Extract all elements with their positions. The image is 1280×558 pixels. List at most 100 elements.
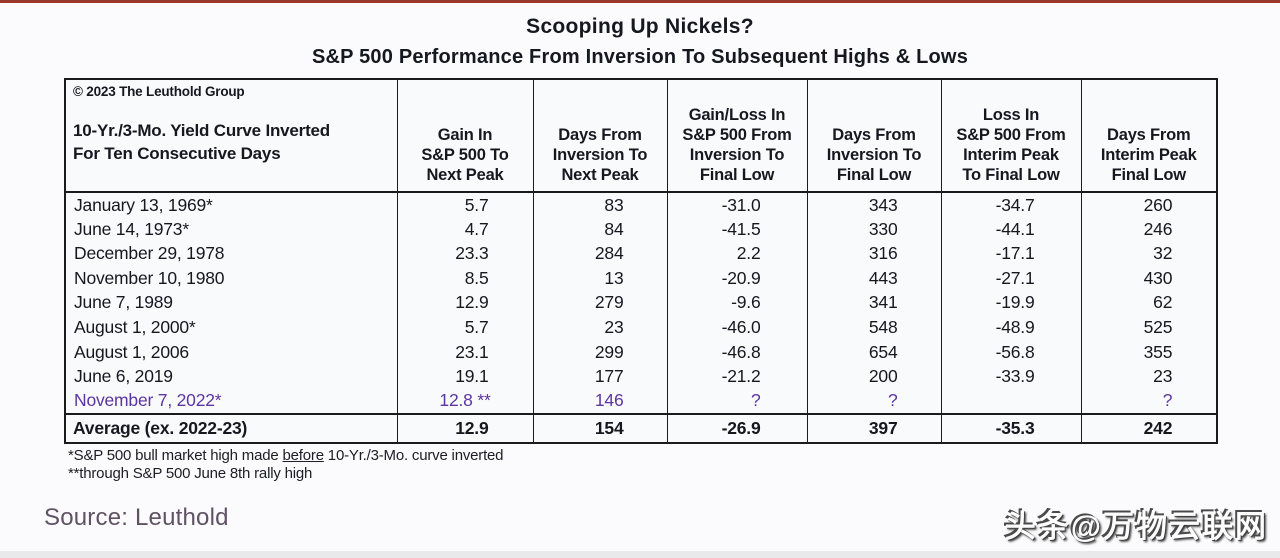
chart-subtitle: S&P 500 Performance From Inversion To Su… xyxy=(311,46,969,68)
value-cell: 260 xyxy=(1080,192,1217,217)
value-cell xyxy=(940,389,1081,414)
column-header-days-interim-peak: Days From Interim Peak Final Low xyxy=(1080,79,1217,194)
footnote-2: **through S&P 500 June 8th rally high xyxy=(68,465,313,482)
value-cell: 177 xyxy=(532,364,667,389)
table-row: June 14, 1973* 4.7 84 -41.5 330 -44.1 24… xyxy=(65,216,1217,242)
value-cell: 19.1 xyxy=(396,364,533,389)
value-cell: 654 xyxy=(806,339,941,365)
value-cell: 548 xyxy=(806,315,941,340)
column-header-gainloss-final-low: Gain/Loss In S&P 500 From Inversion To F… xyxy=(666,79,807,194)
value-cell: -31.0 xyxy=(666,192,807,217)
value-cell: -41.5 xyxy=(666,216,807,242)
table-row: November 10, 1980 8.5 13 -20.9 443 -27.1… xyxy=(65,266,1217,291)
value-cell: 2.2 xyxy=(666,241,807,267)
value-cell: -46.8 xyxy=(666,339,807,365)
value-cell: -46.0 xyxy=(666,315,807,340)
top-accent-bar xyxy=(0,0,1280,3)
column-header-days-next-peak: Days From Inversion To Next Peak xyxy=(532,79,667,194)
value-cell: -19.9 xyxy=(940,290,1081,316)
value-cell: 443 xyxy=(806,266,941,291)
value-cell: 343 xyxy=(806,192,941,217)
value-cell: ? xyxy=(806,389,941,414)
table-row: August 1, 2006 23.1 299 -46.8 654 -56.8 … xyxy=(65,339,1217,365)
performance-table: © 2023 The Leuthold Group 10-Yr./3-Mo. Y… xyxy=(64,78,1218,444)
copyright-notice: © 2023 The Leuthold Group xyxy=(73,84,245,99)
inversion-date-cell: June 6, 2019 xyxy=(74,366,173,387)
value-cell: 4.7 xyxy=(396,216,533,242)
value-cell: 299 xyxy=(532,339,667,365)
table-row: June 7, 1989 12.9 279 -9.6 341 -19.9 62 xyxy=(65,290,1217,316)
value-cell: 5.7 xyxy=(396,192,533,217)
value-cell: 330 xyxy=(806,216,941,242)
value-cell: 8.5 xyxy=(396,266,533,291)
watermark-text: 头条@万物云联网 xyxy=(1004,509,1268,544)
table-row: June 6, 2019 19.1 177 -21.2 200 -33.9 23 xyxy=(65,364,1217,389)
value-cell: 12.9 xyxy=(396,290,533,316)
value-cell: -21.2 xyxy=(666,364,807,389)
average-value-cell: 397 xyxy=(806,412,941,443)
value-cell: 284 xyxy=(532,241,667,267)
value-cell: 23.1 xyxy=(396,339,533,365)
column-header-gain-next-peak: Gain In S&P 500 To Next Peak xyxy=(396,79,533,194)
value-cell: -27.1 xyxy=(940,266,1081,291)
inversion-date-cell: June 7, 1989 xyxy=(74,292,173,313)
value-cell: 62 xyxy=(1080,290,1217,316)
footnotes: *S&P 500 bull market high made before 10… xyxy=(68,447,504,483)
value-cell: 341 xyxy=(806,290,941,316)
average-row: Average (ex. 2022-23) 12.9 154 -26.9 397… xyxy=(65,412,1217,443)
value-cell: ? xyxy=(1080,389,1217,414)
title-block: Scooping Up Nickels? S&P 500 Performance… xyxy=(0,15,1280,69)
value-cell: -17.1 xyxy=(940,241,1081,267)
table-row: January 13, 1969* 5.7 83 -31.0 343 -34.7… xyxy=(65,192,1217,217)
value-cell: 316 xyxy=(806,241,941,267)
value-cell: -48.9 xyxy=(940,315,1081,340)
value-cell: 430 xyxy=(1080,266,1217,291)
value-cell: -20.9 xyxy=(666,266,807,291)
inversion-date-cell: December 29, 1978 xyxy=(74,243,225,264)
average-value-cell: -35.3 xyxy=(940,412,1081,443)
table-row: November 7, 2022* 12.8 ** 146 ? ? ? xyxy=(65,389,1217,414)
footnote-1: *S&P 500 bull market high made before 10… xyxy=(68,447,504,464)
value-cell: ? xyxy=(666,389,807,414)
value-cell: 525 xyxy=(1080,315,1217,340)
average-value-cell: 154 xyxy=(532,412,667,443)
value-cell: -9.6 xyxy=(666,290,807,316)
table-row: December 29, 1978 23.3 284 2.2 316 -17.1… xyxy=(65,241,1217,267)
value-cell: -34.7 xyxy=(940,192,1081,217)
inversion-date-cell: November 7, 2022* xyxy=(74,390,222,411)
value-cell: 23 xyxy=(532,315,667,340)
row-header-label: 10-Yr./3-Mo. Yield Curve Inverted For Te… xyxy=(73,121,330,163)
value-cell: 246 xyxy=(1080,216,1217,242)
corner-header-cell: © 2023 The Leuthold Group 10-Yr./3-Mo. Y… xyxy=(65,79,397,194)
value-cell: 146 xyxy=(532,389,667,414)
value-cell: 200 xyxy=(806,364,941,389)
source-credit: Source: Leuthold xyxy=(44,504,229,531)
value-cell: 355 xyxy=(1080,339,1217,365)
inversion-date-cell: November 10, 1980 xyxy=(74,267,225,288)
value-cell: -56.8 xyxy=(940,339,1081,365)
value-cell: 84 xyxy=(532,216,667,242)
average-label-cell: Average (ex. 2022-23) xyxy=(65,412,397,443)
column-header-loss-interim-peak: Loss In S&P 500 From Interim Peak To Fin… xyxy=(940,79,1081,194)
value-cell: 13 xyxy=(532,266,667,291)
inversion-date-cell: June 14, 1973* xyxy=(74,218,189,239)
bottom-accent-bar xyxy=(0,551,1280,558)
header-row: © 2023 The Leuthold Group 10-Yr./3-Mo. Y… xyxy=(65,79,1217,194)
average-value-cell: 12.9 xyxy=(396,412,533,443)
value-cell: 23 xyxy=(1080,364,1217,389)
inversion-date-cell: January 13, 1969* xyxy=(74,194,213,215)
average-value-cell: -26.9 xyxy=(666,412,807,443)
column-header-days-final-low: Days From Inversion To Final Low xyxy=(806,79,941,194)
value-cell: 12.8 ** xyxy=(396,389,533,414)
inversion-date-cell: August 1, 2000* xyxy=(74,317,196,338)
value-cell: 23.3 xyxy=(396,241,533,267)
footnote-underlined-word: before xyxy=(282,447,325,464)
value-cell: -44.1 xyxy=(940,216,1081,242)
inversion-date-cell: August 1, 2006 xyxy=(74,341,189,362)
value-cell: 279 xyxy=(532,290,667,316)
value-cell: 5.7 xyxy=(396,315,533,340)
value-cell: 83 xyxy=(532,192,667,217)
value-cell: 32 xyxy=(1080,241,1217,267)
average-value-cell: 242 xyxy=(1080,412,1217,443)
chart-title: Scooping Up Nickels? xyxy=(526,15,754,38)
